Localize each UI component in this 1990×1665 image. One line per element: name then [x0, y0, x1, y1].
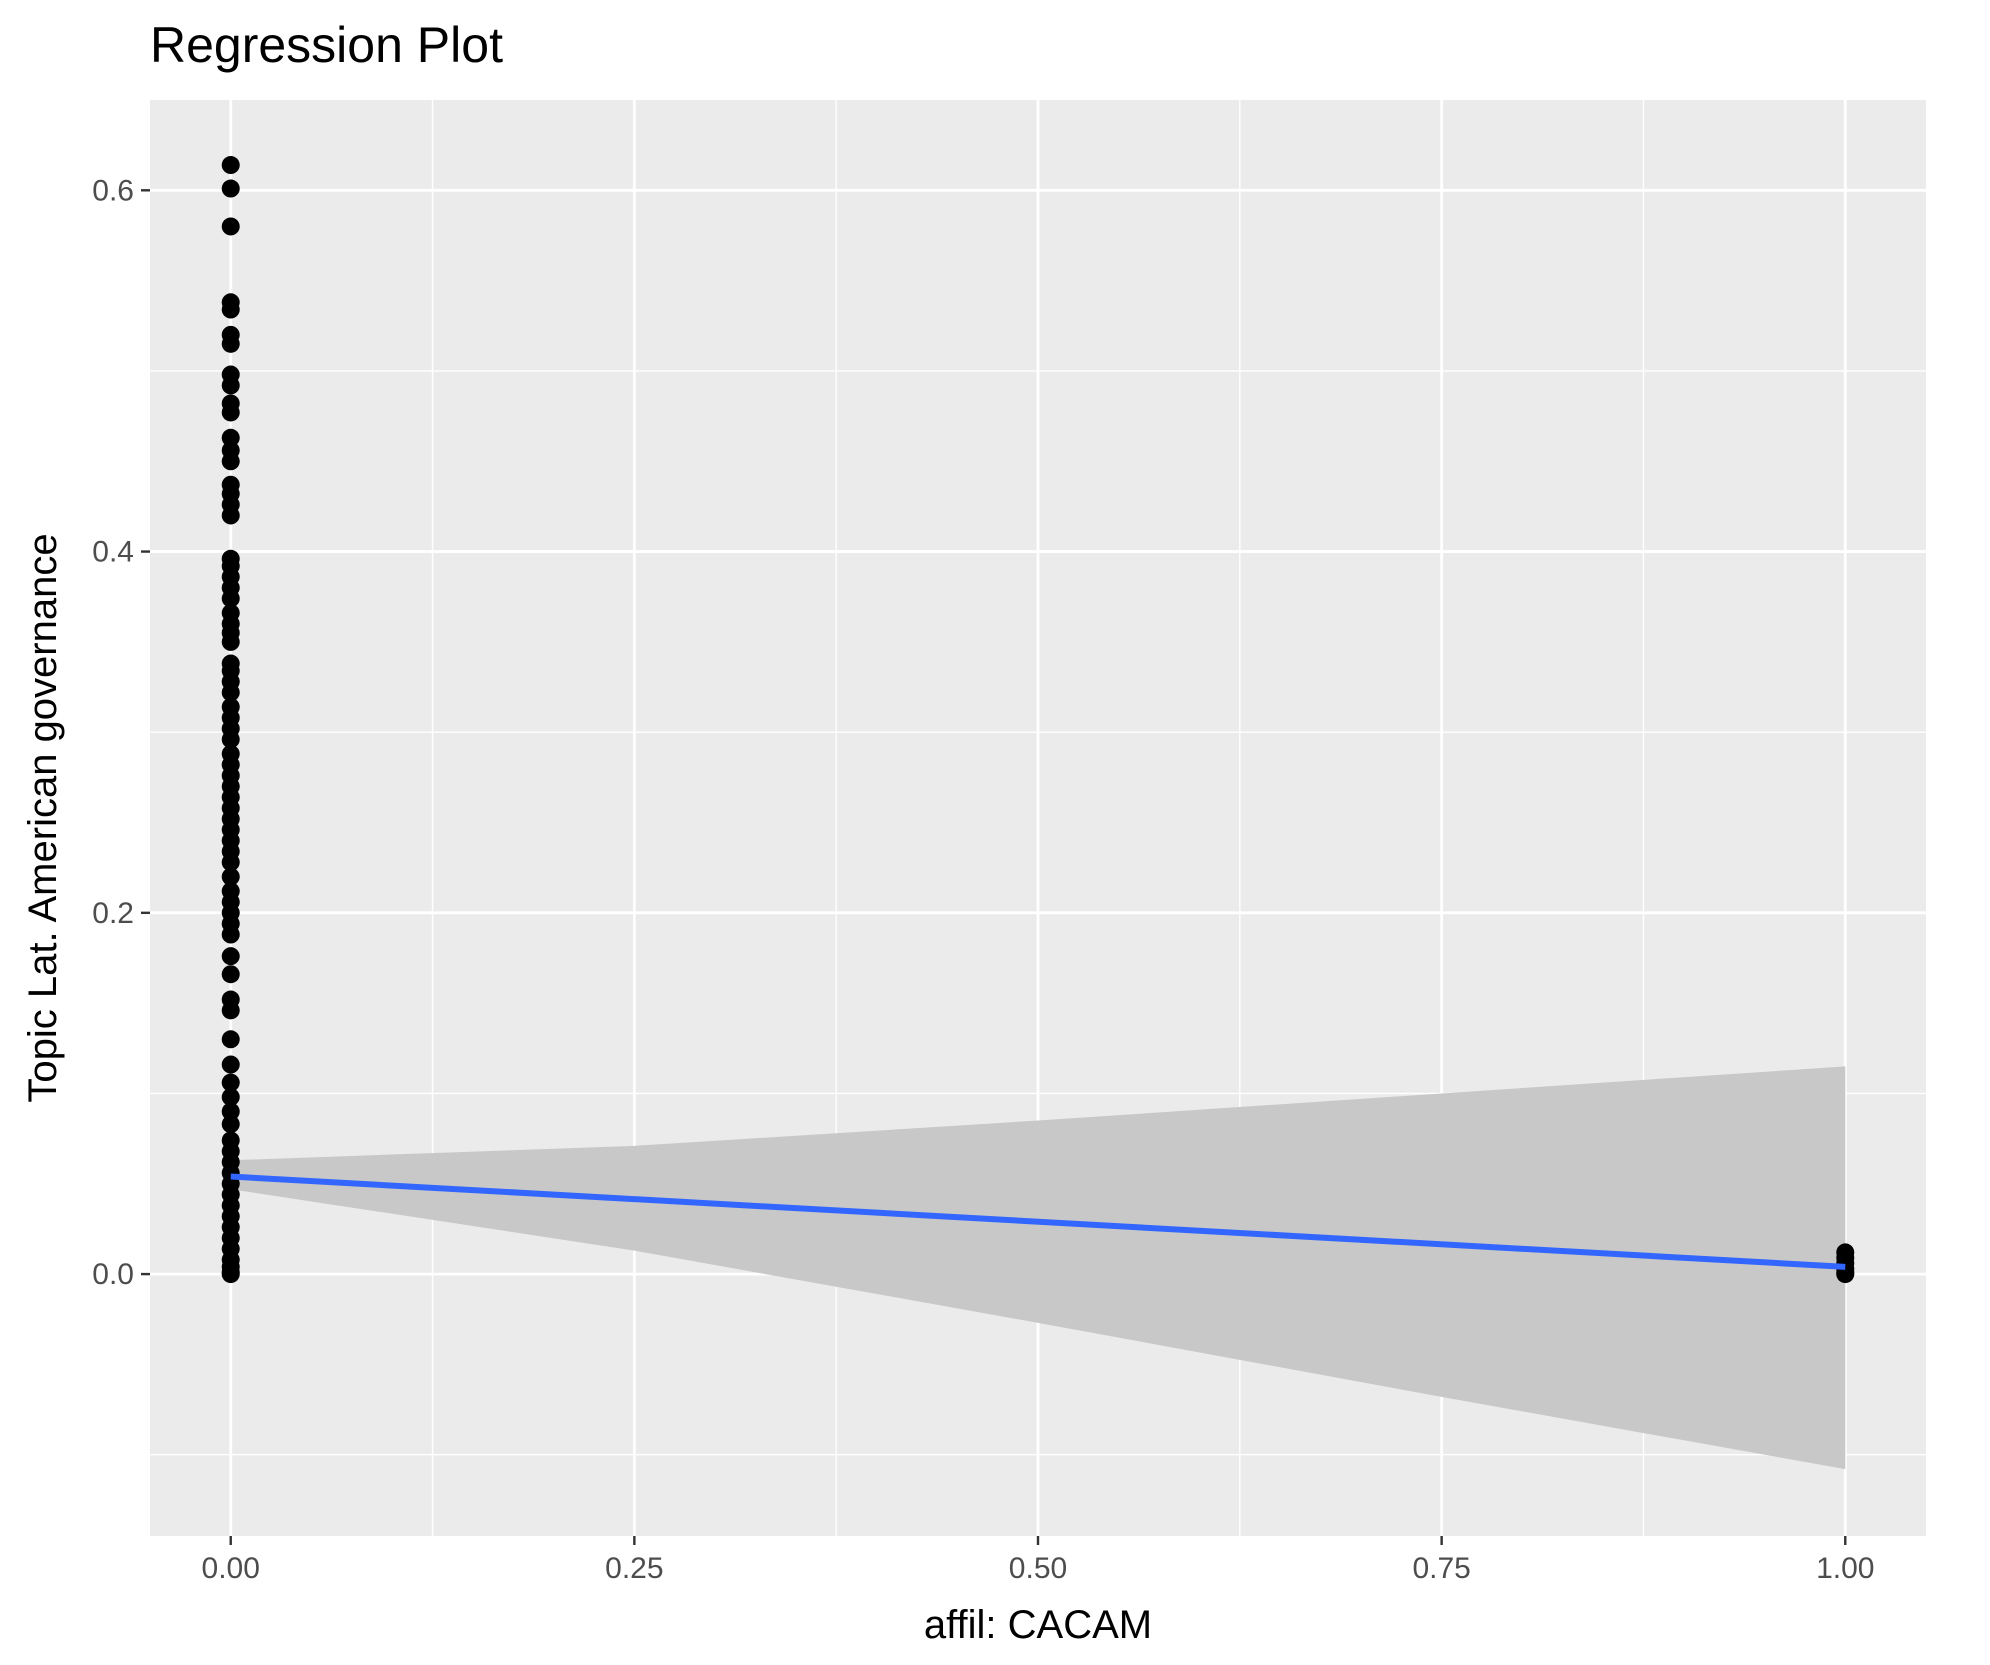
data-point	[221, 925, 240, 944]
data-point	[221, 334, 240, 353]
data-point	[221, 156, 240, 175]
confidence-band	[230, 1066, 1846, 1470]
data-point	[221, 217, 240, 236]
regression-fit-line	[230, 1173, 1846, 1270]
data-point	[221, 853, 240, 872]
data-point	[221, 589, 240, 608]
data-point	[221, 683, 240, 702]
data-point	[221, 1055, 240, 1074]
x-axis-title: affil: CACAM	[924, 1603, 1152, 1647]
data-point	[221, 867, 240, 886]
data-point	[221, 403, 240, 422]
x-axis: 0.00 0.25 0.50 0.75 1.00	[202, 1536, 1874, 1585]
data-point	[221, 428, 240, 447]
data-point	[221, 1102, 240, 1121]
data-point	[221, 1001, 240, 1020]
data-point	[221, 1265, 240, 1284]
chart-title: Regression Plot	[150, 17, 503, 73]
data-point	[221, 376, 240, 395]
data-points-layer	[221, 156, 1855, 1284]
data-point	[221, 300, 240, 319]
data-point	[221, 452, 240, 471]
data-point	[221, 179, 240, 198]
data-point	[221, 1030, 240, 1049]
y-axis: 0.0 0.2 0.4 0.6	[92, 174, 150, 1291]
data-point	[221, 1088, 240, 1107]
data-point	[221, 965, 240, 984]
data-point	[221, 1073, 240, 1092]
data-point	[221, 506, 240, 525]
y-axis-title: Topic Lat. American governance	[21, 533, 65, 1102]
x-tick-label: 0.75	[1412, 1552, 1470, 1585]
data-point	[221, 730, 240, 749]
y-tick-label: 0.0	[92, 1258, 134, 1291]
data-point	[221, 1115, 240, 1134]
y-tick-label: 0.2	[92, 897, 134, 930]
x-tick-label: 1.00	[1816, 1552, 1874, 1585]
y-tick-label: 0.4	[92, 536, 134, 569]
data-point	[221, 947, 240, 966]
x-tick-label: 0.00	[202, 1552, 260, 1585]
fit-line-layer	[230, 1173, 1846, 1270]
data-point	[221, 632, 240, 651]
y-tick-label: 0.6	[92, 174, 134, 207]
x-tick-label: 0.50	[1009, 1552, 1067, 1585]
x-tick-label: 0.25	[605, 1552, 663, 1585]
confidence-band-layer	[230, 1066, 1846, 1470]
